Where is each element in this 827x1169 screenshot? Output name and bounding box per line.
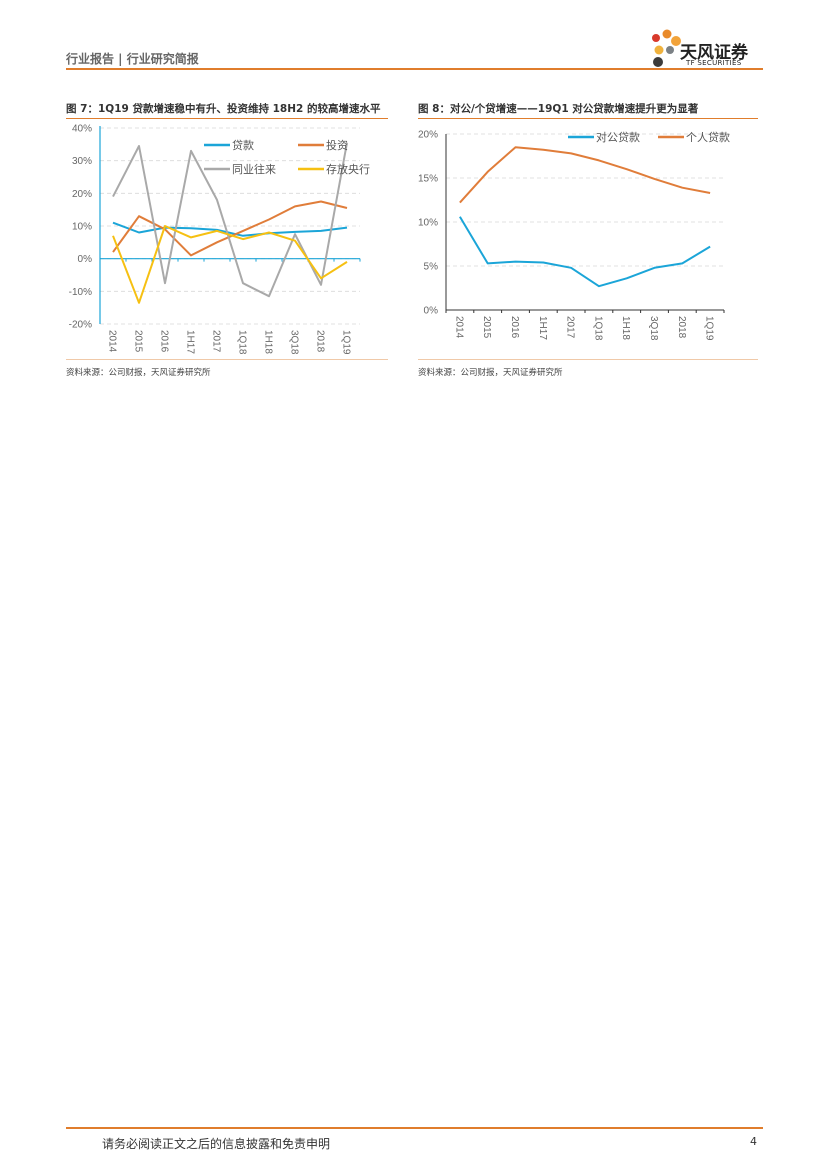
x-tick-label: 2015 (481, 316, 492, 339)
x-tick-label: 2018 (315, 330, 326, 353)
logo-dot-grey (666, 46, 674, 54)
figure-8-title: 图 8：对公/个贷增速——19Q1 对公贷款增速提升更为显著 (418, 103, 699, 115)
x-tick-label: 2016 (159, 330, 170, 353)
company-logo (652, 29, 681, 67)
series-line-2 (112, 200, 348, 257)
figure-7-source: 资料来源：公司财报，天风证券研究所 (66, 368, 211, 378)
logo-dot-red (652, 34, 660, 42)
logo-dot-orange (662, 29, 672, 39)
logo-dot-dark (653, 57, 663, 67)
x-tick-label: 1Q18 (592, 316, 603, 341)
x-tick-label: 1H18 (620, 316, 631, 340)
x-tick-label: 2014 (453, 316, 464, 339)
x-tick-label: 1H17 (185, 330, 196, 354)
figure-8-source: 资料来源：公司财报，天风证券研究所 (418, 368, 563, 378)
y-tick-label: -10% (69, 287, 92, 298)
figure-7-top-rule (66, 118, 388, 119)
figure-8-bottom-rule (418, 359, 758, 360)
y-tick-label: 20% (418, 130, 438, 141)
series-line-2 (459, 146, 711, 204)
y-tick-label: 10% (72, 222, 92, 233)
y-tick-label: 40% (72, 124, 92, 135)
x-tick-label: 2014 (107, 330, 118, 353)
report-header-title: 行业报告 | 行业研究简报 (66, 52, 199, 66)
logo-dot-yellow (654, 45, 664, 55)
figure-8-top-rule (418, 118, 758, 119)
header-divider (66, 68, 763, 70)
x-tick-label: 2016 (509, 316, 520, 339)
legend-label: 贷款 (232, 138, 254, 152)
logo-name-cn: 天风证券 (680, 43, 748, 63)
x-tick-label: 2017 (211, 330, 222, 353)
logo-dot-orange-2 (671, 36, 681, 46)
logo-name-en: TF SECURITIES (686, 59, 742, 67)
y-tick-label: -20% (69, 320, 92, 331)
legend-label: 投资 (326, 138, 348, 152)
x-tick-label: 1Q19 (704, 316, 715, 341)
x-tick-label: 3Q18 (289, 330, 300, 355)
y-tick-label: 0% (78, 254, 93, 265)
footer-disclaimer: 请务必阅读正文之后的信息披露和免责申明 (102, 1137, 331, 1151)
series-line-4 (112, 225, 348, 304)
legend-label: 个人贷款 (686, 130, 730, 144)
figure-7-chart: 40% 30% 20% 10% 0% -10% -20% 2014 2015 2016 1H17 20… (69, 124, 370, 355)
legend-label: 同业往来 (232, 162, 276, 176)
legend-label: 对公贷款 (596, 130, 640, 144)
x-tick-label: 1Q19 (341, 330, 352, 355)
y-tick-label: 10% (418, 218, 438, 229)
figure-8-chart: 20% 15% 10% 5% 0% 2014 2015 2016 1H17 2017 1Q18 1H1… (418, 130, 730, 341)
x-tick-label: 2015 (133, 330, 144, 353)
x-tick-label: 2017 (565, 316, 576, 339)
x-tick-label: 1Q18 (237, 330, 248, 355)
y-tick-label: 5% (424, 262, 439, 273)
x-tick-label: 3Q18 (648, 316, 659, 341)
legend-label: 存放央行 (326, 162, 370, 176)
page-number: 4 (750, 1135, 757, 1148)
footer-divider (66, 1127, 763, 1129)
series-line-1 (112, 221, 348, 237)
y-tick-label: 30% (72, 156, 92, 167)
figure-7-bottom-rule (66, 359, 388, 360)
x-tick-label: 2018 (676, 316, 687, 339)
y-tick-label: 15% (418, 174, 438, 185)
series-line-1 (459, 216, 711, 288)
x-tick-label: 1H17 (537, 316, 548, 340)
y-tick-label: 0% (424, 306, 439, 317)
x-tick-label: 1H18 (263, 330, 274, 354)
figure-7-title: 图 7：1Q19 贷款增速稳中有升、投资维持 18H2 的较高增速水平 (66, 103, 381, 115)
y-tick-label: 20% (72, 189, 92, 200)
